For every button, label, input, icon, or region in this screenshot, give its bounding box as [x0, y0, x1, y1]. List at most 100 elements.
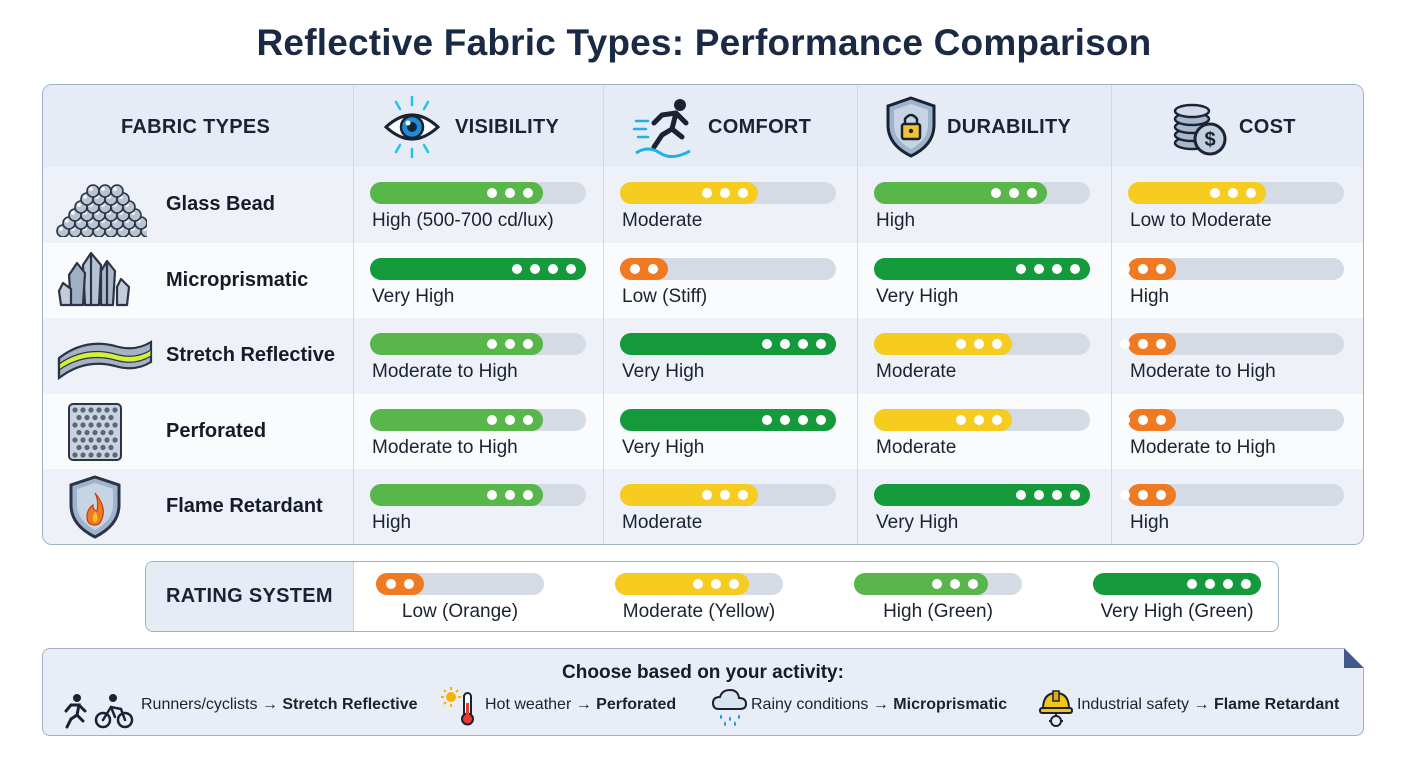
fabric-cell: Flame Retardant — [43, 469, 354, 544]
rating-dot — [974, 339, 984, 350]
comfort-bar — [620, 484, 836, 507]
rating-dot — [992, 339, 1002, 350]
cost-bar-fill — [1128, 182, 1266, 204]
comfort-cell: Low (Stiff) — [604, 242, 858, 319]
activity-tip-choice: Flame Retardant — [1213, 696, 1340, 713]
rating-legend-fill — [376, 573, 424, 595]
durability-cell: High — [858, 167, 1112, 243]
visibility-cell: Moderate to High — [354, 393, 604, 470]
rating-dots — [386, 579, 414, 589]
fabric-name: Glass Bead — [166, 193, 275, 215]
durability-bar — [874, 182, 1090, 204]
visibility-bar — [370, 333, 586, 356]
rating-dots — [1120, 414, 1166, 425]
activity-tip-choice: Stretch Reflective — [282, 696, 418, 713]
cost-bar — [1120, 484, 1344, 507]
visibility-value: Very High — [372, 285, 455, 307]
comfort-value: Very High — [622, 436, 705, 458]
rating-dot — [762, 414, 772, 425]
durability-bar — [874, 333, 1090, 356]
rating-dots — [1120, 490, 1166, 501]
rating-dot — [720, 490, 730, 501]
rating-dot — [968, 579, 978, 589]
header-label: DURABILITY — [947, 116, 1072, 138]
comfort-bar — [620, 333, 836, 356]
rain-cloud-icon — [711, 687, 749, 732]
rating-dot — [711, 579, 721, 589]
crystal-icon — [55, 249, 135, 318]
cost-bar — [1128, 182, 1344, 204]
rating-dot — [956, 339, 966, 350]
rating-dot — [505, 490, 515, 501]
durability-cell: Moderate — [858, 393, 1112, 470]
rating-dot — [530, 263, 540, 274]
rating-dot — [1246, 188, 1256, 198]
rating-dots — [702, 188, 748, 198]
rating-dots — [991, 188, 1037, 198]
visibility-bar — [370, 484, 586, 507]
activity-tip: Hot weather → Perforated — [485, 696, 676, 714]
table-row: Flame Retardant High Moderate Very High High — [43, 469, 1363, 544]
cost-bar-fill — [1120, 484, 1176, 507]
comfort-value: Moderate — [622, 512, 703, 534]
visibility-bar-fill — [370, 484, 543, 507]
rating-dot — [505, 188, 515, 198]
rating-dots — [693, 579, 739, 589]
fabric-cell: Stretch Reflective — [43, 318, 354, 394]
durability-value: Moderate — [876, 361, 957, 383]
cost-bar-fill — [1120, 257, 1176, 280]
visibility-bar — [370, 408, 586, 431]
rating-legend-label: High (Green) — [883, 601, 993, 622]
visibility-bar — [370, 257, 586, 280]
rating-dots — [702, 490, 748, 501]
rating-dot — [1009, 188, 1019, 198]
table-row: Perforated Moderate to High Very High Moder… — [43, 393, 1363, 471]
durability-value: Moderate — [876, 436, 957, 458]
rating-dot — [1016, 490, 1026, 501]
activity-tip: Industrial safety → Flame Retardant — [1077, 696, 1339, 714]
comfort-cell: Moderate — [604, 469, 858, 544]
header-label: FABRIC TYPES — [121, 116, 271, 138]
comfort-bar — [620, 257, 836, 280]
rating-dot — [693, 579, 703, 589]
hard-hat-icon — [1039, 687, 1073, 732]
rating-dot — [1156, 339, 1166, 350]
rating-dot — [798, 414, 808, 425]
fabric-cell: Perforated — [43, 393, 354, 470]
rating-dot — [1120, 339, 1130, 350]
rating-legend-bar — [376, 573, 544, 595]
durability-value: Very High — [876, 285, 959, 307]
rating-dots — [956, 339, 1002, 350]
rating-legend-label: Low (Orange) — [401, 601, 519, 622]
rating-dot — [1138, 490, 1148, 501]
sun-thermometer-icon — [441, 687, 477, 732]
rating-dot — [523, 414, 533, 425]
visibility-value: High — [372, 512, 412, 534]
activity-tip-text: Hot weather → — [485, 696, 597, 713]
rating-dots — [487, 490, 533, 501]
rating-system: RATING SYSTEM Low (Orange) Moderate (Yell… — [145, 561, 1279, 632]
visibility-value: High (500-700 cd/lux) — [372, 210, 554, 231]
cost-value: High — [1130, 285, 1170, 307]
rating-dot — [630, 263, 640, 274]
rating-dot — [738, 490, 748, 501]
header-cost: $ COST — [1112, 85, 1363, 167]
shield-lock-icon — [884, 95, 938, 164]
header-label: COMFORT — [708, 116, 812, 138]
page-title: Reflective Fabric Types: Performance Com… — [256, 22, 1152, 63]
comfort-bar-fill — [620, 333, 836, 356]
comfort-bar-fill — [620, 484, 758, 507]
flame-shield-icon — [55, 475, 135, 544]
perforated-sheet-icon — [55, 400, 135, 469]
rating-dots — [932, 579, 978, 589]
comfort-value: Low (Stiff) — [622, 285, 708, 307]
rating-dot — [1016, 263, 1026, 274]
visibility-cell: High — [354, 469, 604, 544]
rating-legend-label: Very High (Green) — [1100, 601, 1254, 622]
cost-cell: Moderate to High — [1112, 318, 1363, 394]
durability-bar — [874, 484, 1090, 507]
rating-dot — [762, 339, 772, 350]
durability-bar-fill — [874, 333, 1012, 356]
rating-dots — [1187, 579, 1251, 589]
fabric-cell: Microprismatic — [43, 242, 354, 319]
